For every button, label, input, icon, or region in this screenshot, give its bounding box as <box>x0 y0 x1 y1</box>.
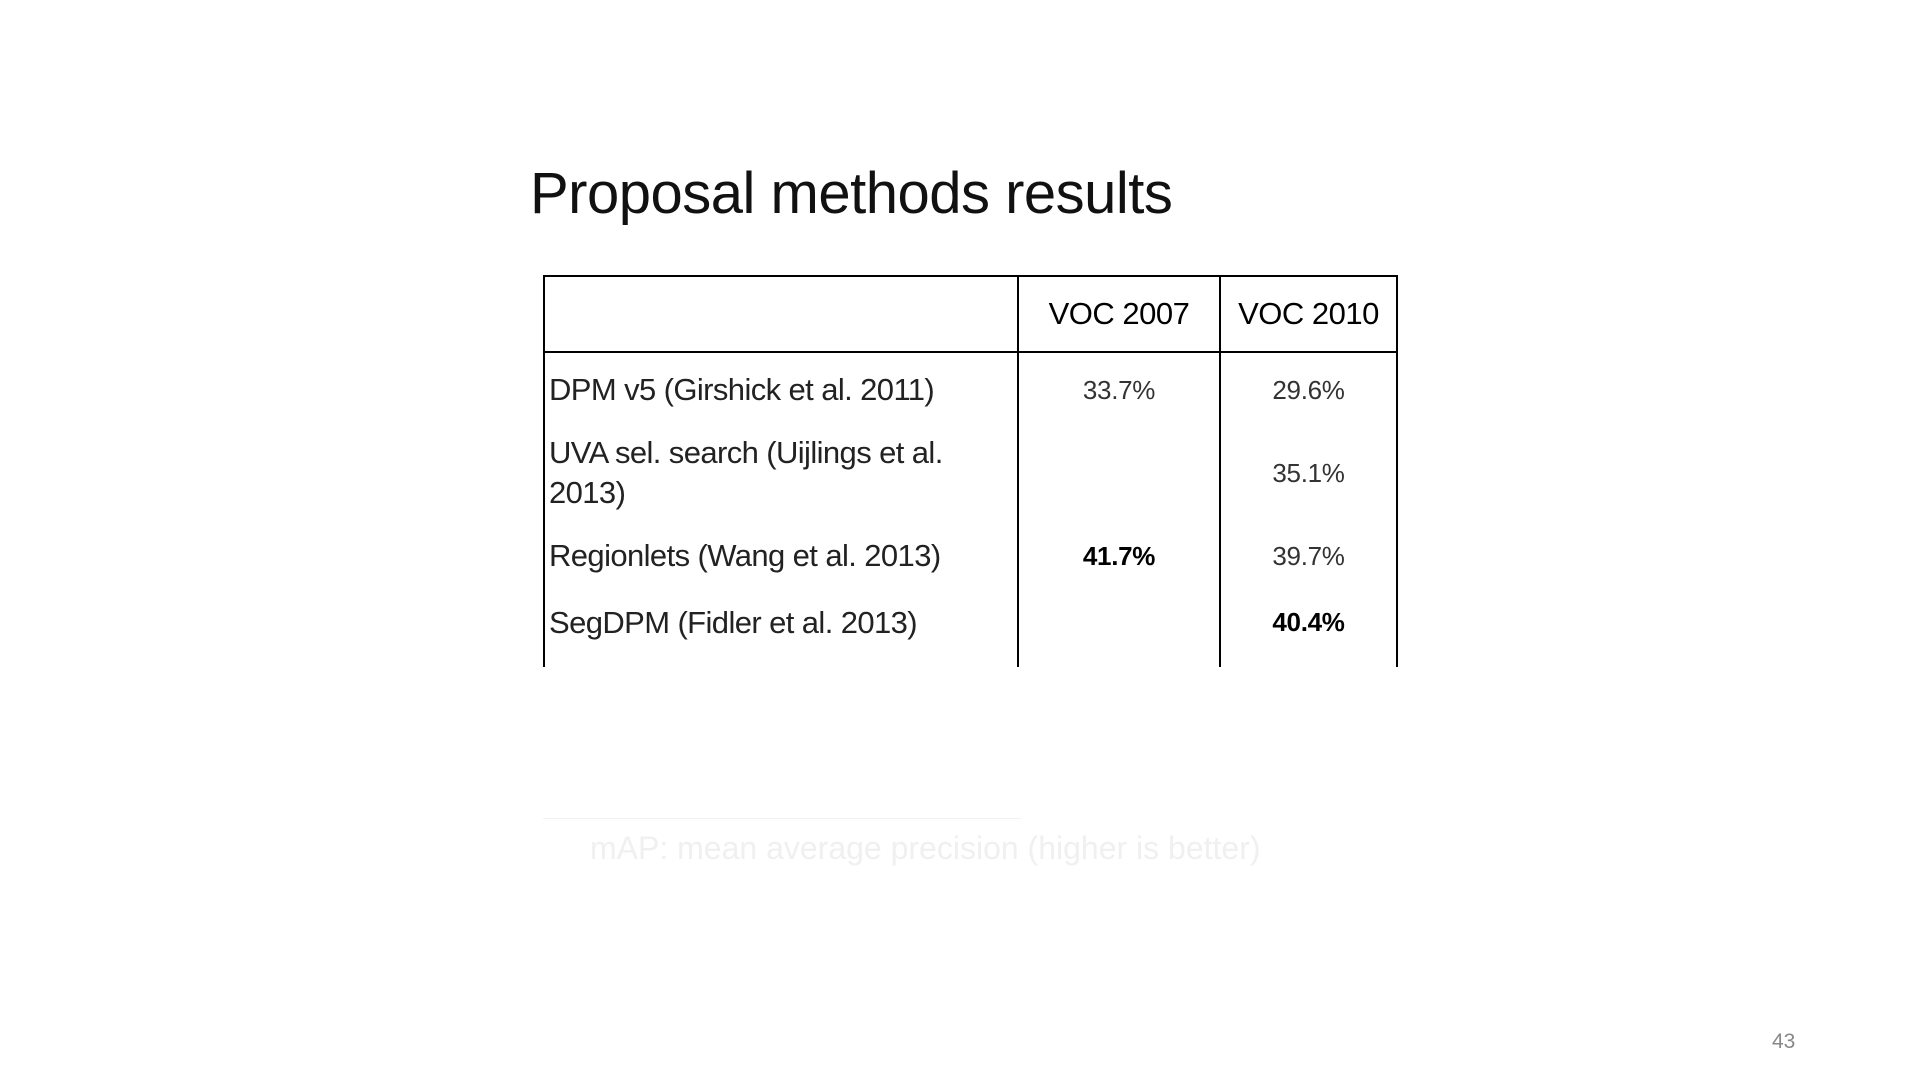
voc2007-cell: 33.7% <box>1017 352 1221 427</box>
table-row: UVA sel. search (Uijlings et al. 2013) 3… <box>543 427 1398 519</box>
voc2007-cell <box>1017 593 1221 667</box>
method-cell: DPM v5 (Girshick et al. 2011) <box>543 352 1019 427</box>
table-row: SegDPM (Fidler et al. 2013) 40.4% <box>543 593 1398 667</box>
footnote-divider <box>543 818 1021 819</box>
voc2007-cell-best: 41.7% <box>1017 519 1221 593</box>
voc2010-cell: 35.1% <box>1219 427 1398 519</box>
method-cell: Regionlets (Wang et al. 2013) <box>543 519 1019 593</box>
page-number: 43 <box>1772 1030 1796 1053</box>
method-cell: SegDPM (Fidler et al. 2013) <box>543 593 1019 667</box>
table-row: DPM v5 (Girshick et al. 2011) 33.7% 29.6… <box>543 352 1398 427</box>
header-voc2007: VOC 2007 <box>1017 275 1221 353</box>
method-cell: UVA sel. search (Uijlings et al. 2013) <box>543 427 1019 519</box>
voc2010-cell-best: 40.4% <box>1219 593 1398 667</box>
header-voc2010: VOC 2010 <box>1219 275 1398 353</box>
table-header-row: VOC 2007 VOC 2010 <box>543 275 1398 353</box>
footnote-text: mAP: mean average precision (higher is b… <box>590 830 1261 866</box>
voc2010-cell: 39.7% <box>1219 519 1398 593</box>
table-row: Regionlets (Wang et al. 2013) 41.7% 39.7… <box>543 519 1398 593</box>
voc2010-cell: 29.6% <box>1219 352 1398 427</box>
header-method <box>543 275 1019 353</box>
slide-title: Proposal methods results <box>530 161 1173 226</box>
voc2007-cell <box>1017 427 1221 519</box>
results-table: VOC 2007 VOC 2010 DPM v5 (Girshick et al… <box>543 275 1398 667</box>
